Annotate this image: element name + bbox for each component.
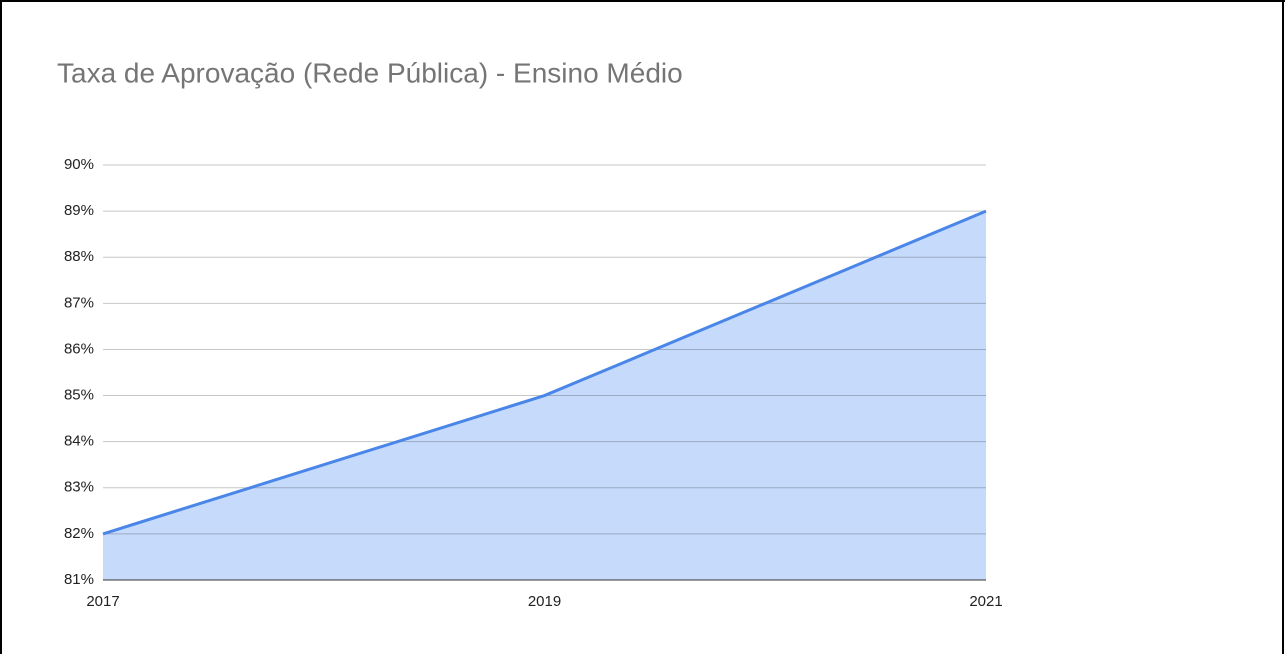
line [102, 209, 987, 536]
y-tick-label: 85% [64, 387, 94, 404]
x-tick-label: 2019 [528, 593, 561, 610]
y-tick-label: 88% [64, 248, 94, 265]
y-tick-label: 82% [64, 525, 94, 542]
y-tick-label: 84% [64, 433, 94, 450]
y-tick-label: 81% [64, 571, 94, 588]
y-tick-label: 86% [64, 340, 94, 357]
y-tick-label: 89% [64, 202, 94, 219]
y-tick-label: 90% [64, 156, 94, 173]
x-tick-label: 2021 [969, 593, 1002, 610]
chart-title: Taxa de Aprovação (Rede Pública) - Ensin… [57, 57, 683, 88]
x-tick-label: 2017 [86, 593, 119, 610]
y-tick-label: 83% [64, 479, 94, 496]
y-tick-label: 87% [64, 294, 94, 311]
